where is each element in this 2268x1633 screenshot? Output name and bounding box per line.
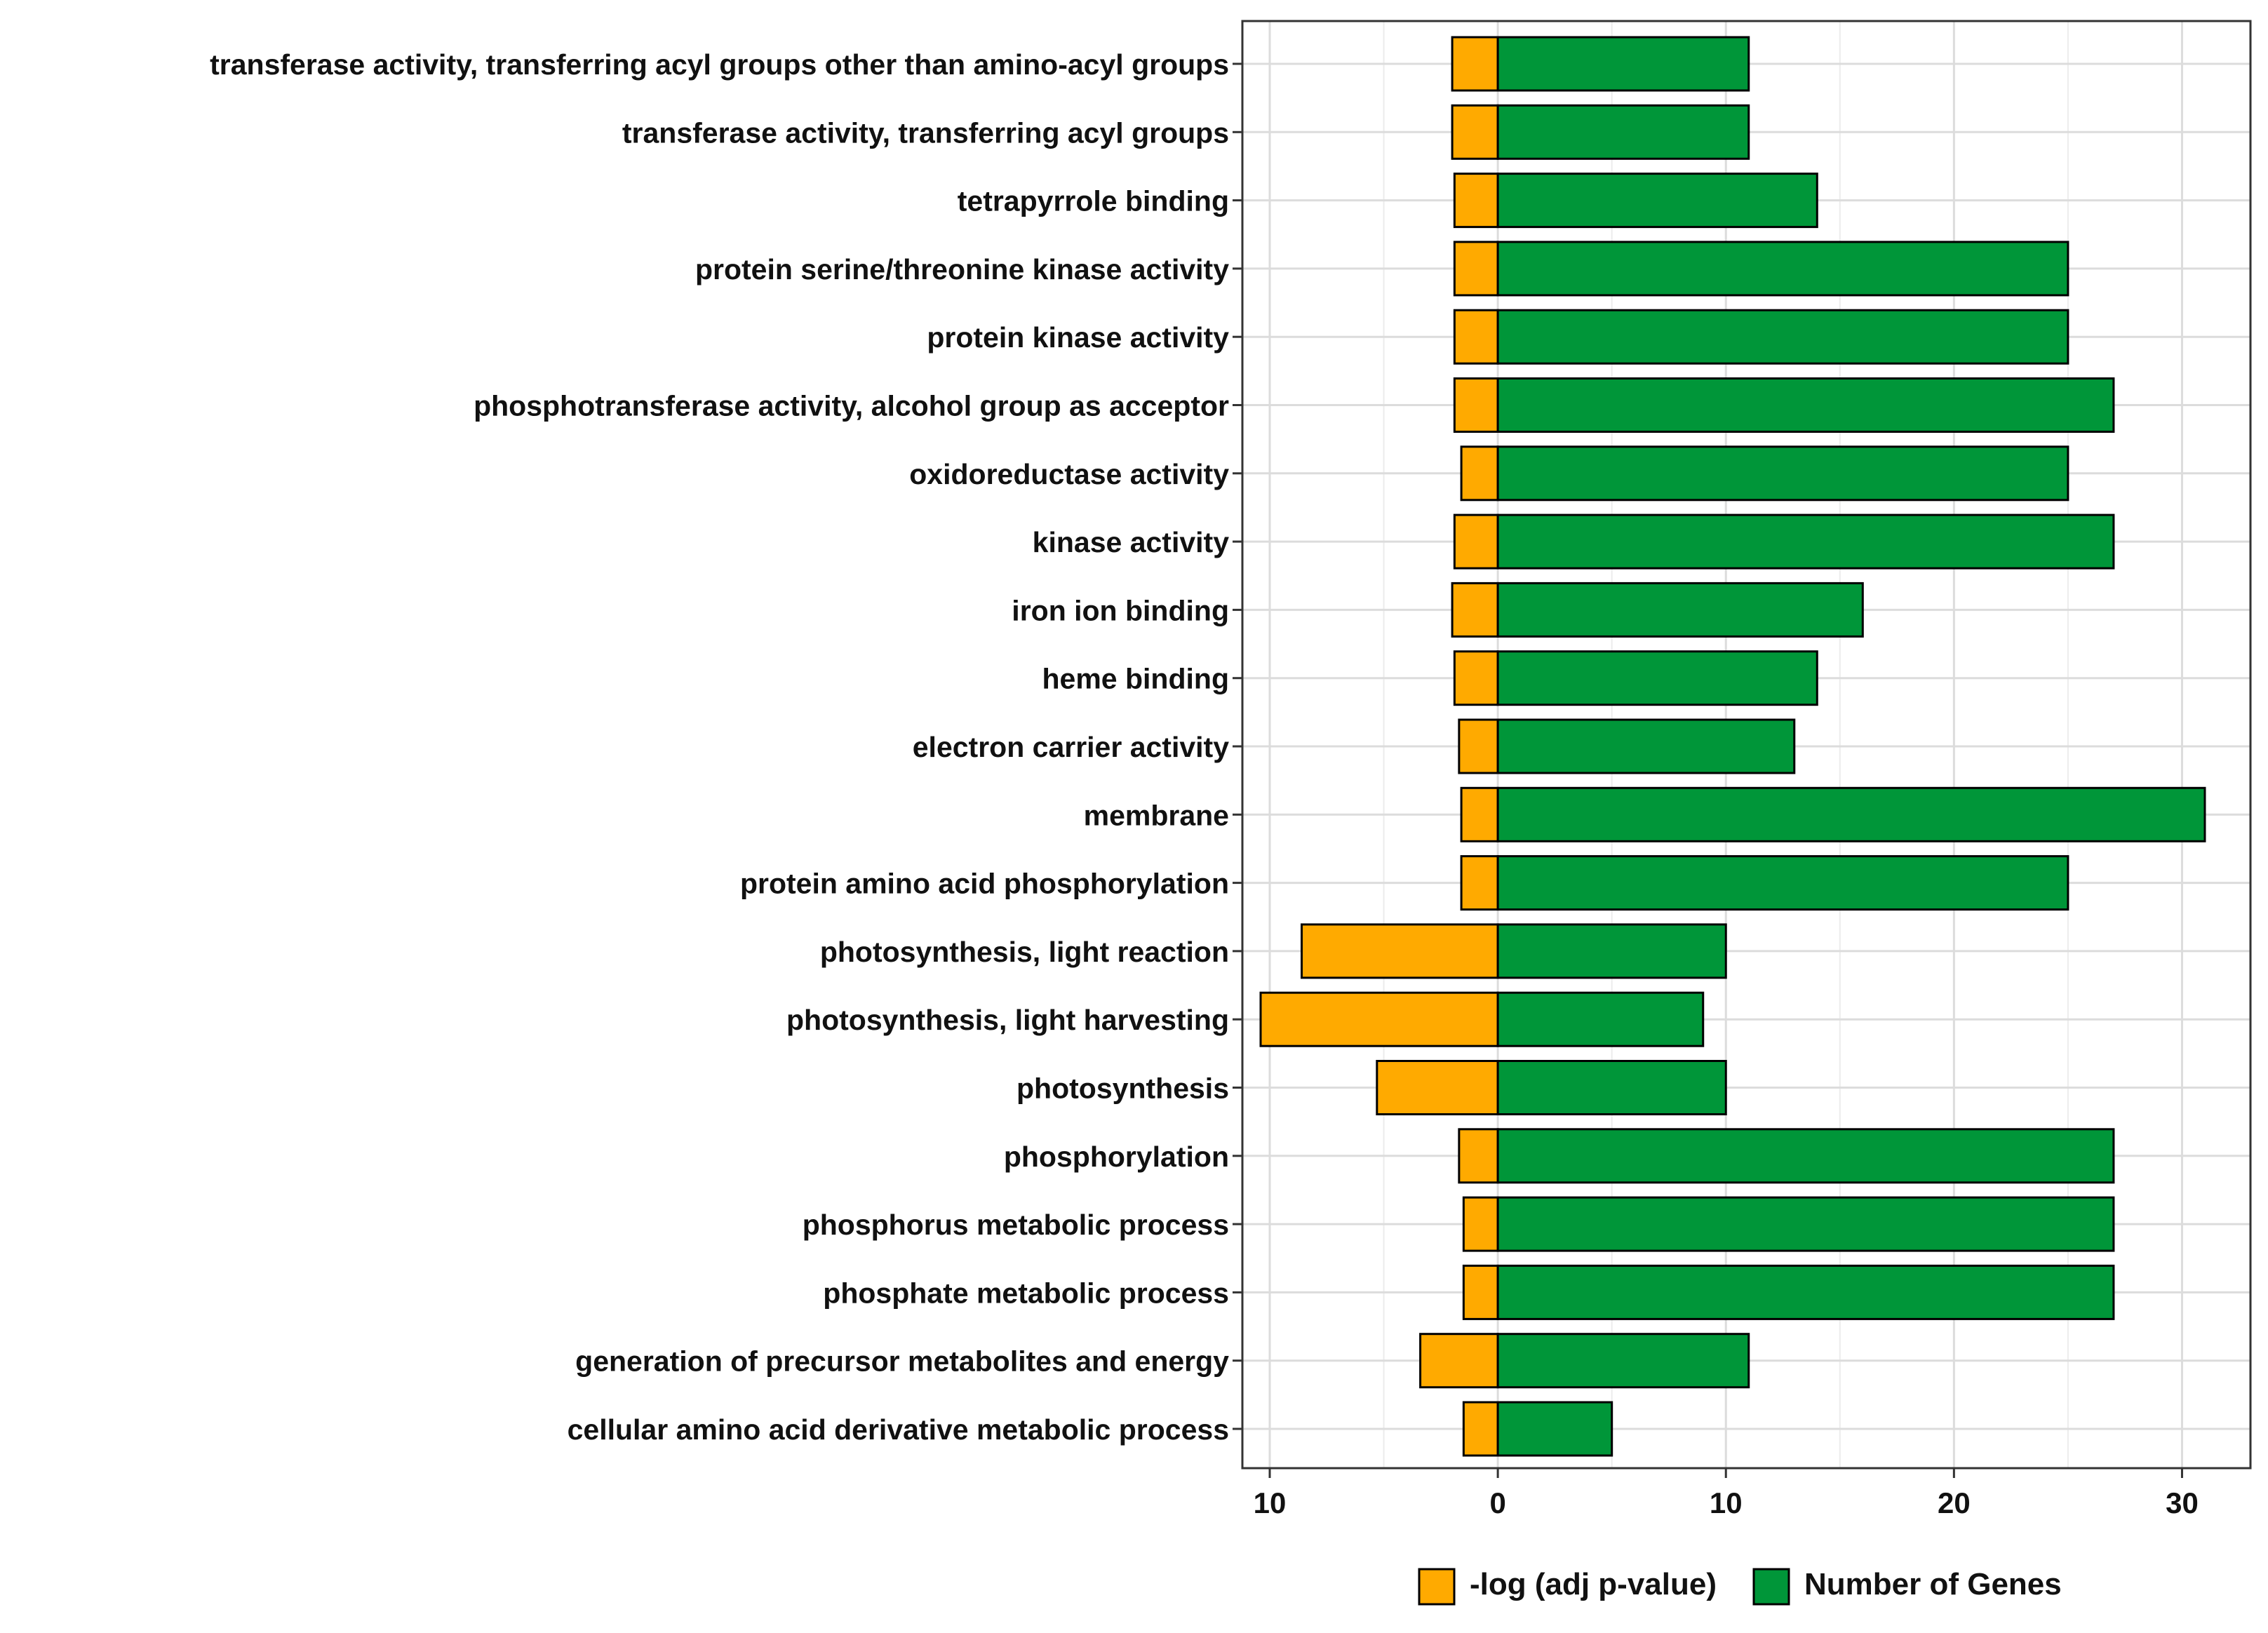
bar-number-of-genes-iron-ion-binding <box>1496 582 1864 638</box>
category-label-phosphotransferase-activity-alcohol-group-as-acceptor: phosphotransferase activity, alcohol gro… <box>474 390 1229 422</box>
bar-adj-p-value-iron-ion-binding <box>1451 582 1499 638</box>
bar-number-of-genes-phosphate-metabolic-process <box>1496 1264 2115 1320</box>
category-label-electron-carrier-activity: electron carrier activity <box>913 731 1229 763</box>
category-label-tetrapyrrole-binding: tetrapyrrole binding <box>958 185 1229 217</box>
bar-number-of-genes-electron-carrier-activity <box>1496 718 1796 774</box>
bar-adj-p-value-kinase-activity <box>1453 513 1499 570</box>
category-label-phosphate-metabolic-process: phosphate metabolic process <box>823 1277 1229 1309</box>
category-label-protein-amino-acid-phosphorylation: protein amino acid phosphorylation <box>740 868 1229 900</box>
plot-panel-border <box>1241 20 2252 1470</box>
bar-adj-p-value-photosynthesis-light-harvesting <box>1259 991 1499 1047</box>
bar-adj-p-value-photosynthesis-light-reaction <box>1301 923 1499 979</box>
bar-adj-p-value-phosphorus-metabolic-process <box>1462 1196 1499 1252</box>
bar-number-of-genes-transferase-activity-transferring-acyl-groups <box>1496 104 1750 160</box>
bar-adj-p-value-heme-binding <box>1453 650 1499 706</box>
bar-adj-p-value-protein-kinase-activity <box>1453 309 1499 365</box>
x-tick-label: 0 <box>1489 1486 1505 1519</box>
bar-number-of-genes-phosphorus-metabolic-process <box>1496 1196 2115 1252</box>
bar-number-of-genes-photosynthesis-light-harvesting <box>1496 991 1705 1047</box>
bar-number-of-genes-photosynthesis <box>1496 1060 1727 1115</box>
bar-adj-p-value-protein-serine-threonine-kinase-activity <box>1453 241 1499 297</box>
bar-adj-p-value-cellular-amino-acid-derivative-metabolic-process <box>1462 1401 1499 1457</box>
bar-number-of-genes-transferase-activity-transferring-acyl-groups-other-than-amino-acyl-groups <box>1496 36 1750 92</box>
bar-adj-p-value-membrane <box>1460 786 1499 842</box>
category-label-photosynthesis: photosynthesis <box>1016 1073 1229 1105</box>
x-tick-label: 30 <box>2166 1486 2199 1519</box>
category-label-protein-serine-threonine-kinase-activity: protein serine/threonine kinase activity <box>695 253 1229 285</box>
bar-adj-p-value-electron-carrier-activity <box>1458 718 1499 774</box>
legend-label-adj-p-value: -log (adj p-value) <box>1470 1567 1717 1601</box>
bar-number-of-genes-generation-of-precursor-metabolites-and-energy <box>1496 1333 1750 1389</box>
legend: -log (adj p-value) Number of Genes <box>1418 1567 2062 1606</box>
category-label-kinase-activity: kinase activity <box>1033 526 1230 558</box>
category-labels: transferase activity, transferring acyl … <box>210 48 1242 1446</box>
bar-adj-p-value-phosphate-metabolic-process <box>1462 1264 1499 1320</box>
bar-adj-p-value-generation-of-precursor-metabolites-and-energy <box>1419 1333 1499 1389</box>
bar-adj-p-value-tetrapyrrole-binding <box>1453 173 1499 229</box>
bar-number-of-genes-phosphorylation <box>1496 1128 2115 1184</box>
bar-number-of-genes-oxidoreductase-activity <box>1496 445 2069 502</box>
bar-number-of-genes-protein-amino-acid-phosphorylation <box>1496 855 2069 911</box>
category-label-transferase-activity-transferring-acyl-groups: transferase activity, transferring acyl … <box>622 116 1229 149</box>
bar-adj-p-value-phosphotransferase-activity-alcohol-group-as-acceptor <box>1453 377 1499 433</box>
bar-adj-p-value-protein-amino-acid-phosphorylation <box>1460 855 1499 911</box>
legend-swatch-number-of-genes <box>1752 1568 1790 1606</box>
legend-label-number-of-genes: Number of Genes <box>1804 1567 2062 1601</box>
category-label-generation-of-precursor-metabolites-and-energy: generation of precursor metabolites and … <box>575 1345 1229 1378</box>
category-label-membrane: membrane <box>1084 799 1229 831</box>
bar-adj-p-value-oxidoreductase-activity <box>1460 445 1499 502</box>
bar-number-of-genes-cellular-amino-acid-derivative-metabolic-process <box>1496 1401 1613 1457</box>
category-label-protein-kinase-activity: protein kinase activity <box>927 321 1229 354</box>
x-axis-ticks: 10 0 10 20 30 <box>1254 1468 2199 1519</box>
category-label-oxidoreductase-activity: oxidoreductase activity <box>909 458 1229 490</box>
category-label-cellular-amino-acid-derivative-metabolic-process: cellular amino acid derivative metabolic… <box>568 1413 1229 1446</box>
category-label-photosynthesis-light-reaction: photosynthesis, light reaction <box>820 936 1229 968</box>
category-label-photosynthesis-light-harvesting: photosynthesis, light harvesting <box>786 1004 1229 1036</box>
category-label-transferase-activity-transferring-acyl-groups-other-than-amino-acyl-groups: transferase activity, transferring acyl … <box>210 48 1229 81</box>
legend-swatch-adj-p-value <box>1418 1568 1456 1606</box>
bar-adj-p-value-phosphorylation <box>1458 1128 1499 1184</box>
bar-number-of-genes-tetrapyrrole-binding <box>1496 173 1818 229</box>
bars <box>1259 36 2206 1457</box>
category-label-heme-binding: heme binding <box>1042 663 1230 695</box>
bar-adj-p-value-transferase-activity-transferring-acyl-groups <box>1451 104 1499 160</box>
bar-number-of-genes-heme-binding <box>1496 650 1818 706</box>
x-tick-label: 10 <box>1254 1486 1287 1519</box>
bar-number-of-genes-kinase-activity <box>1496 513 2115 570</box>
bar-number-of-genes-membrane <box>1496 786 2206 842</box>
bar-number-of-genes-protein-kinase-activity <box>1496 309 2069 365</box>
category-label-phosphorylation: phosphorylation <box>1004 1141 1229 1173</box>
x-tick-label: 20 <box>1938 1486 1971 1519</box>
bar-number-of-genes-protein-serine-threonine-kinase-activity <box>1496 241 2069 297</box>
bar-number-of-genes-phosphotransferase-activity-alcohol-group-as-acceptor <box>1496 377 2115 433</box>
bar-number-of-genes-photosynthesis-light-reaction <box>1496 923 1727 979</box>
bar-adj-p-value-photosynthesis <box>1376 1060 1499 1115</box>
category-label-phosphorus-metabolic-process: phosphorus metabolic process <box>803 1209 1229 1241</box>
category-label-iron-ion-binding: iron ion binding <box>1012 594 1229 626</box>
bar-adj-p-value-transferase-activity-transferring-acyl-groups-other-than-amino-acyl-groups <box>1451 36 1499 92</box>
x-tick-label: 10 <box>1710 1486 1743 1519</box>
